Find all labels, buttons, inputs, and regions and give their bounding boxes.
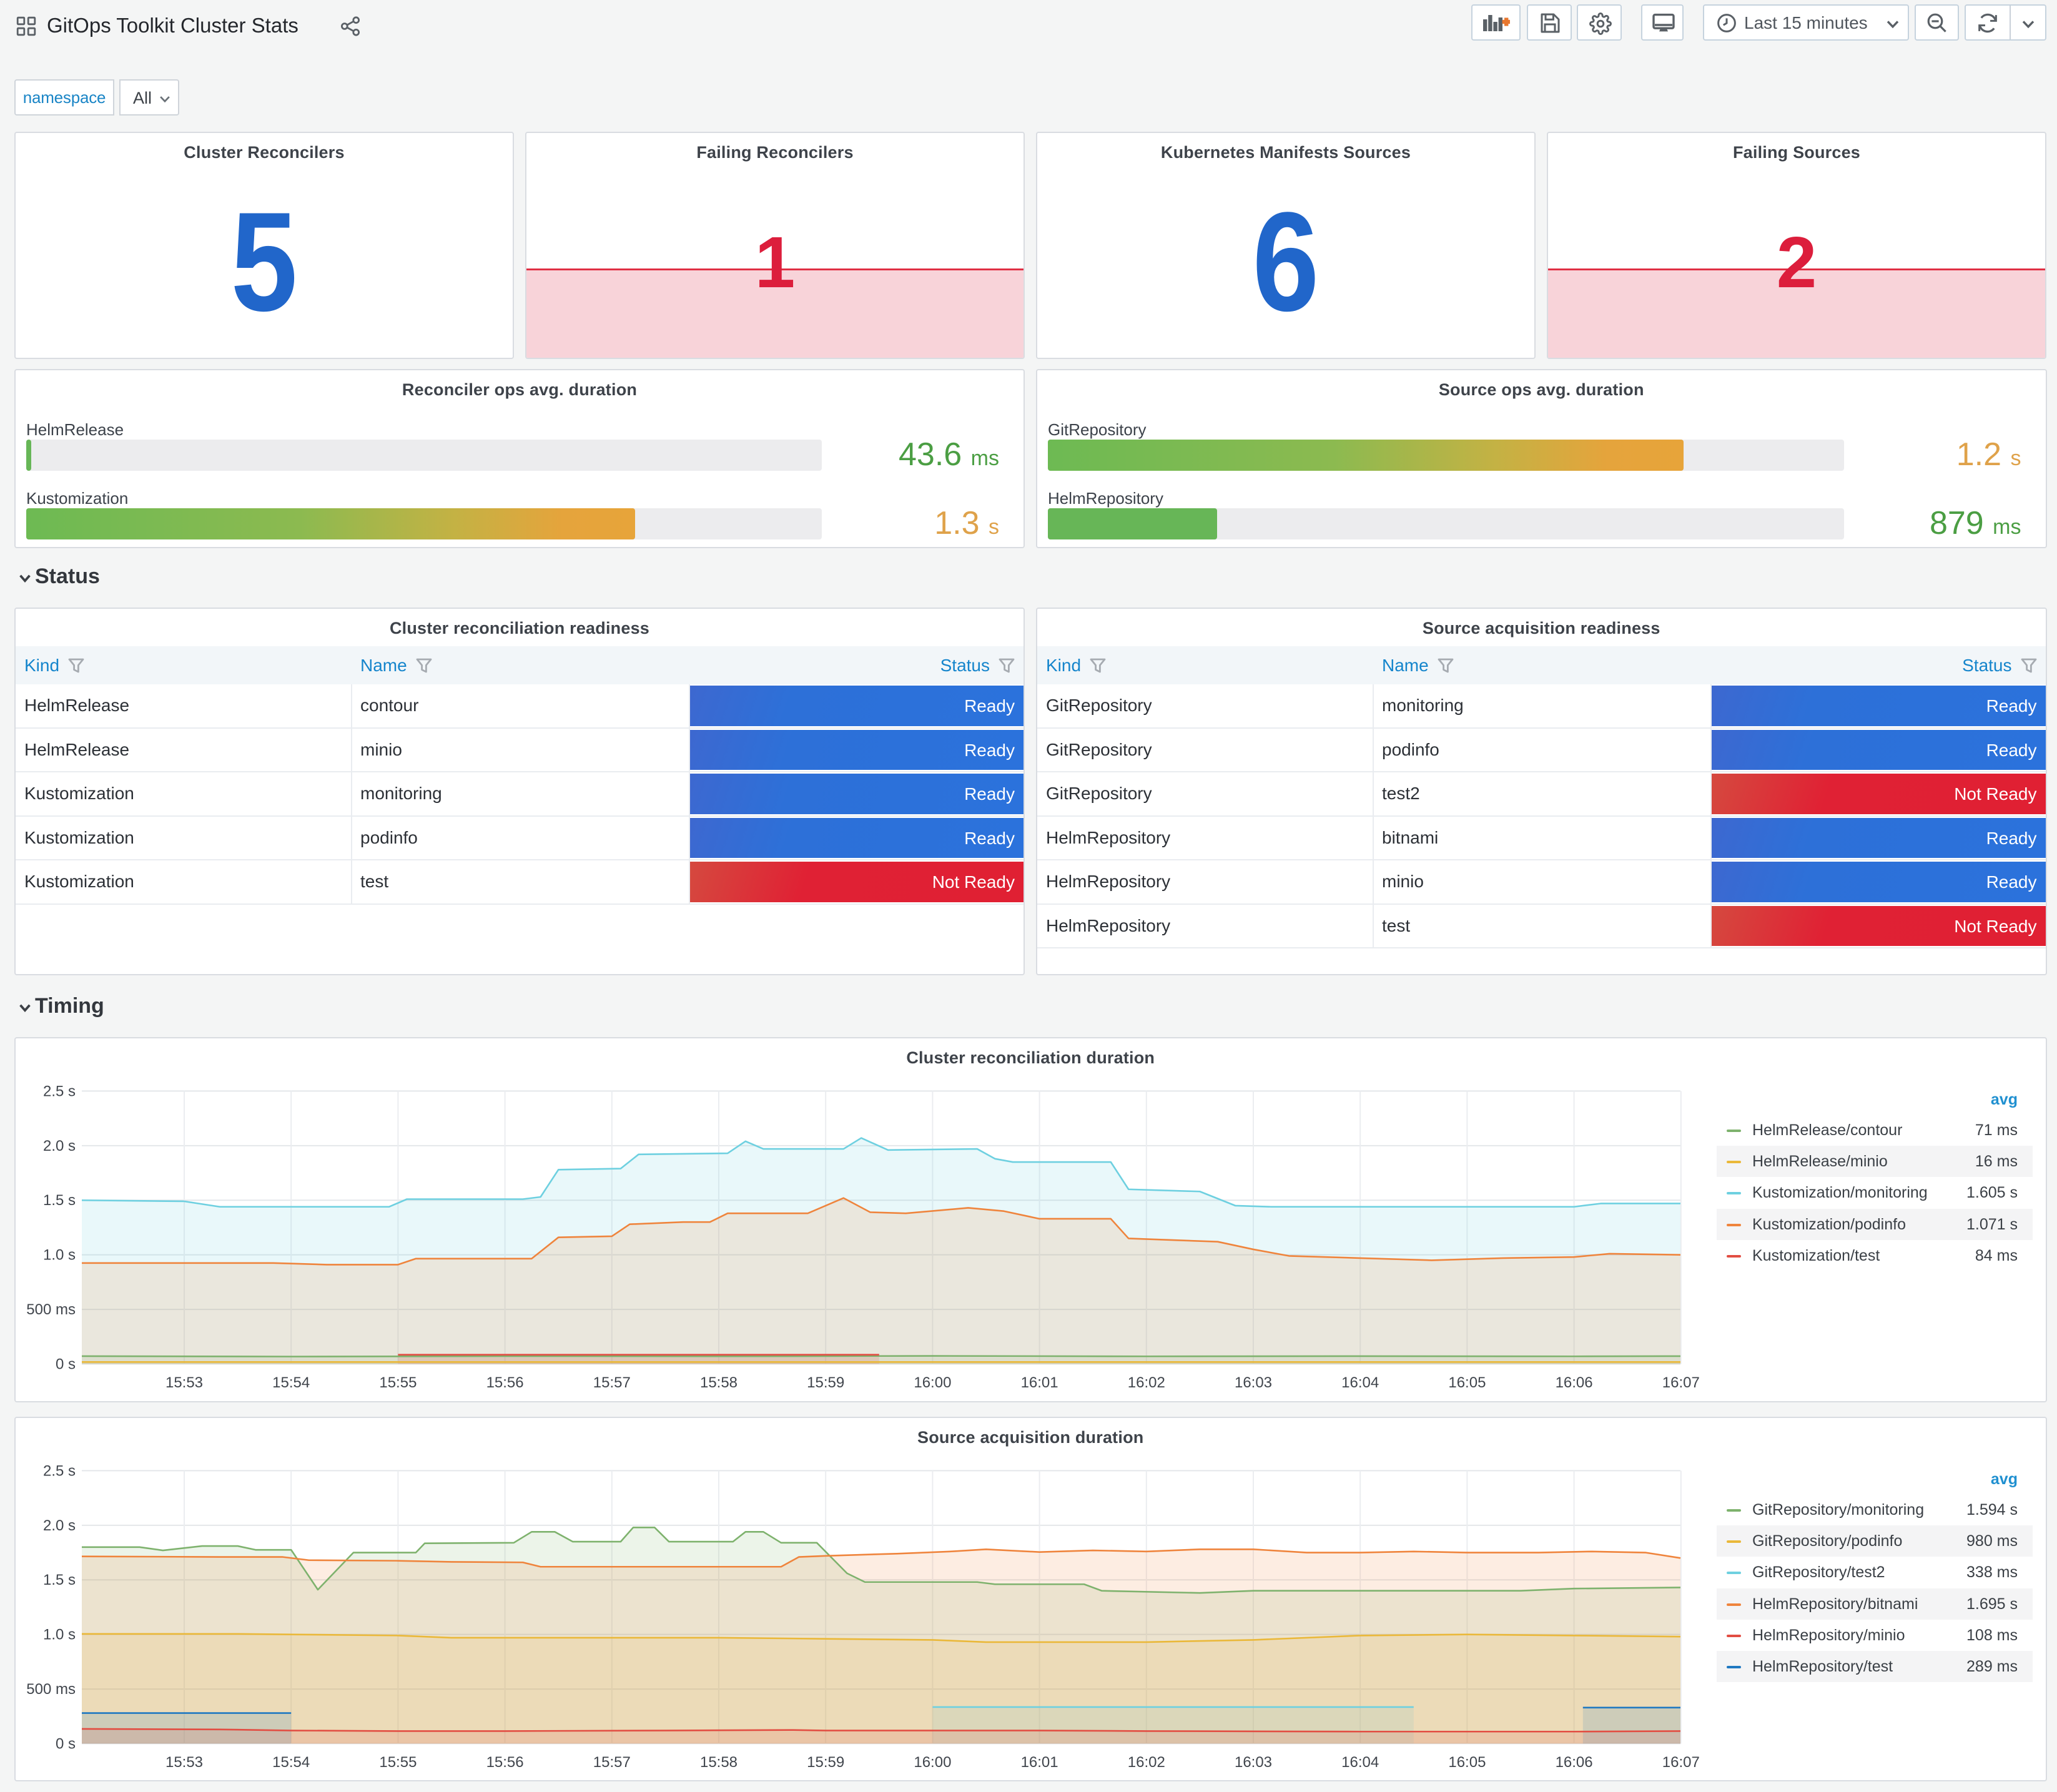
svg-text:15:55: 15:55 xyxy=(379,1754,417,1771)
svg-text:16:01: 16:01 xyxy=(1021,1374,1058,1391)
svg-text:16:04: 16:04 xyxy=(1341,1374,1379,1391)
svg-text:0 s: 0 s xyxy=(56,1736,76,1753)
svg-text:0 s: 0 s xyxy=(56,1356,76,1373)
svg-text:2.5 s: 2.5 s xyxy=(43,1083,76,1100)
svg-text:16:03: 16:03 xyxy=(1235,1374,1272,1391)
svg-text:16:04: 16:04 xyxy=(1341,1754,1379,1771)
svg-text:1.0 s: 1.0 s xyxy=(43,1627,76,1643)
svg-text:500 ms: 500 ms xyxy=(26,1301,76,1318)
svg-text:1.0 s: 1.0 s xyxy=(43,1247,76,1264)
svg-text:16:07: 16:07 xyxy=(1662,1754,1700,1771)
svg-text:2.0 s: 2.0 s xyxy=(43,1138,76,1154)
svg-text:1.5 s: 1.5 s xyxy=(43,1572,76,1588)
svg-text:16:06: 16:06 xyxy=(1556,1754,1593,1771)
svg-text:15:59: 15:59 xyxy=(807,1374,844,1391)
svg-text:16:05: 16:05 xyxy=(1448,1374,1486,1391)
svg-text:16:01: 16:01 xyxy=(1021,1754,1058,1771)
svg-text:500 ms: 500 ms xyxy=(26,1681,76,1698)
svg-text:15:57: 15:57 xyxy=(593,1754,631,1771)
svg-text:15:58: 15:58 xyxy=(700,1754,737,1771)
svg-text:15:53: 15:53 xyxy=(165,1754,203,1771)
svg-text:2.5 s: 2.5 s xyxy=(43,1462,76,1479)
svg-text:15:57: 15:57 xyxy=(593,1374,631,1391)
svg-text:15:53: 15:53 xyxy=(165,1374,203,1391)
svg-text:16:00: 16:00 xyxy=(914,1754,951,1771)
svg-text:2.0 s: 2.0 s xyxy=(43,1517,76,1534)
svg-text:16:00: 16:00 xyxy=(914,1374,951,1391)
svg-text:15:54: 15:54 xyxy=(272,1374,310,1391)
svg-text:1.5 s: 1.5 s xyxy=(43,1192,76,1209)
svg-text:16:03: 16:03 xyxy=(1235,1754,1272,1771)
svg-text:16:06: 16:06 xyxy=(1556,1374,1593,1391)
svg-text:15:59: 15:59 xyxy=(807,1754,844,1771)
svg-text:16:07: 16:07 xyxy=(1662,1374,1700,1391)
svg-text:15:54: 15:54 xyxy=(272,1754,310,1771)
svg-text:16:05: 16:05 xyxy=(1448,1754,1486,1771)
svg-text:16:02: 16:02 xyxy=(1128,1374,1165,1391)
svg-text:15:55: 15:55 xyxy=(379,1374,417,1391)
svg-text:16:02: 16:02 xyxy=(1128,1754,1165,1771)
svg-text:15:58: 15:58 xyxy=(700,1374,737,1391)
svg-text:15:56: 15:56 xyxy=(486,1374,524,1391)
svg-text:15:56: 15:56 xyxy=(486,1754,524,1771)
